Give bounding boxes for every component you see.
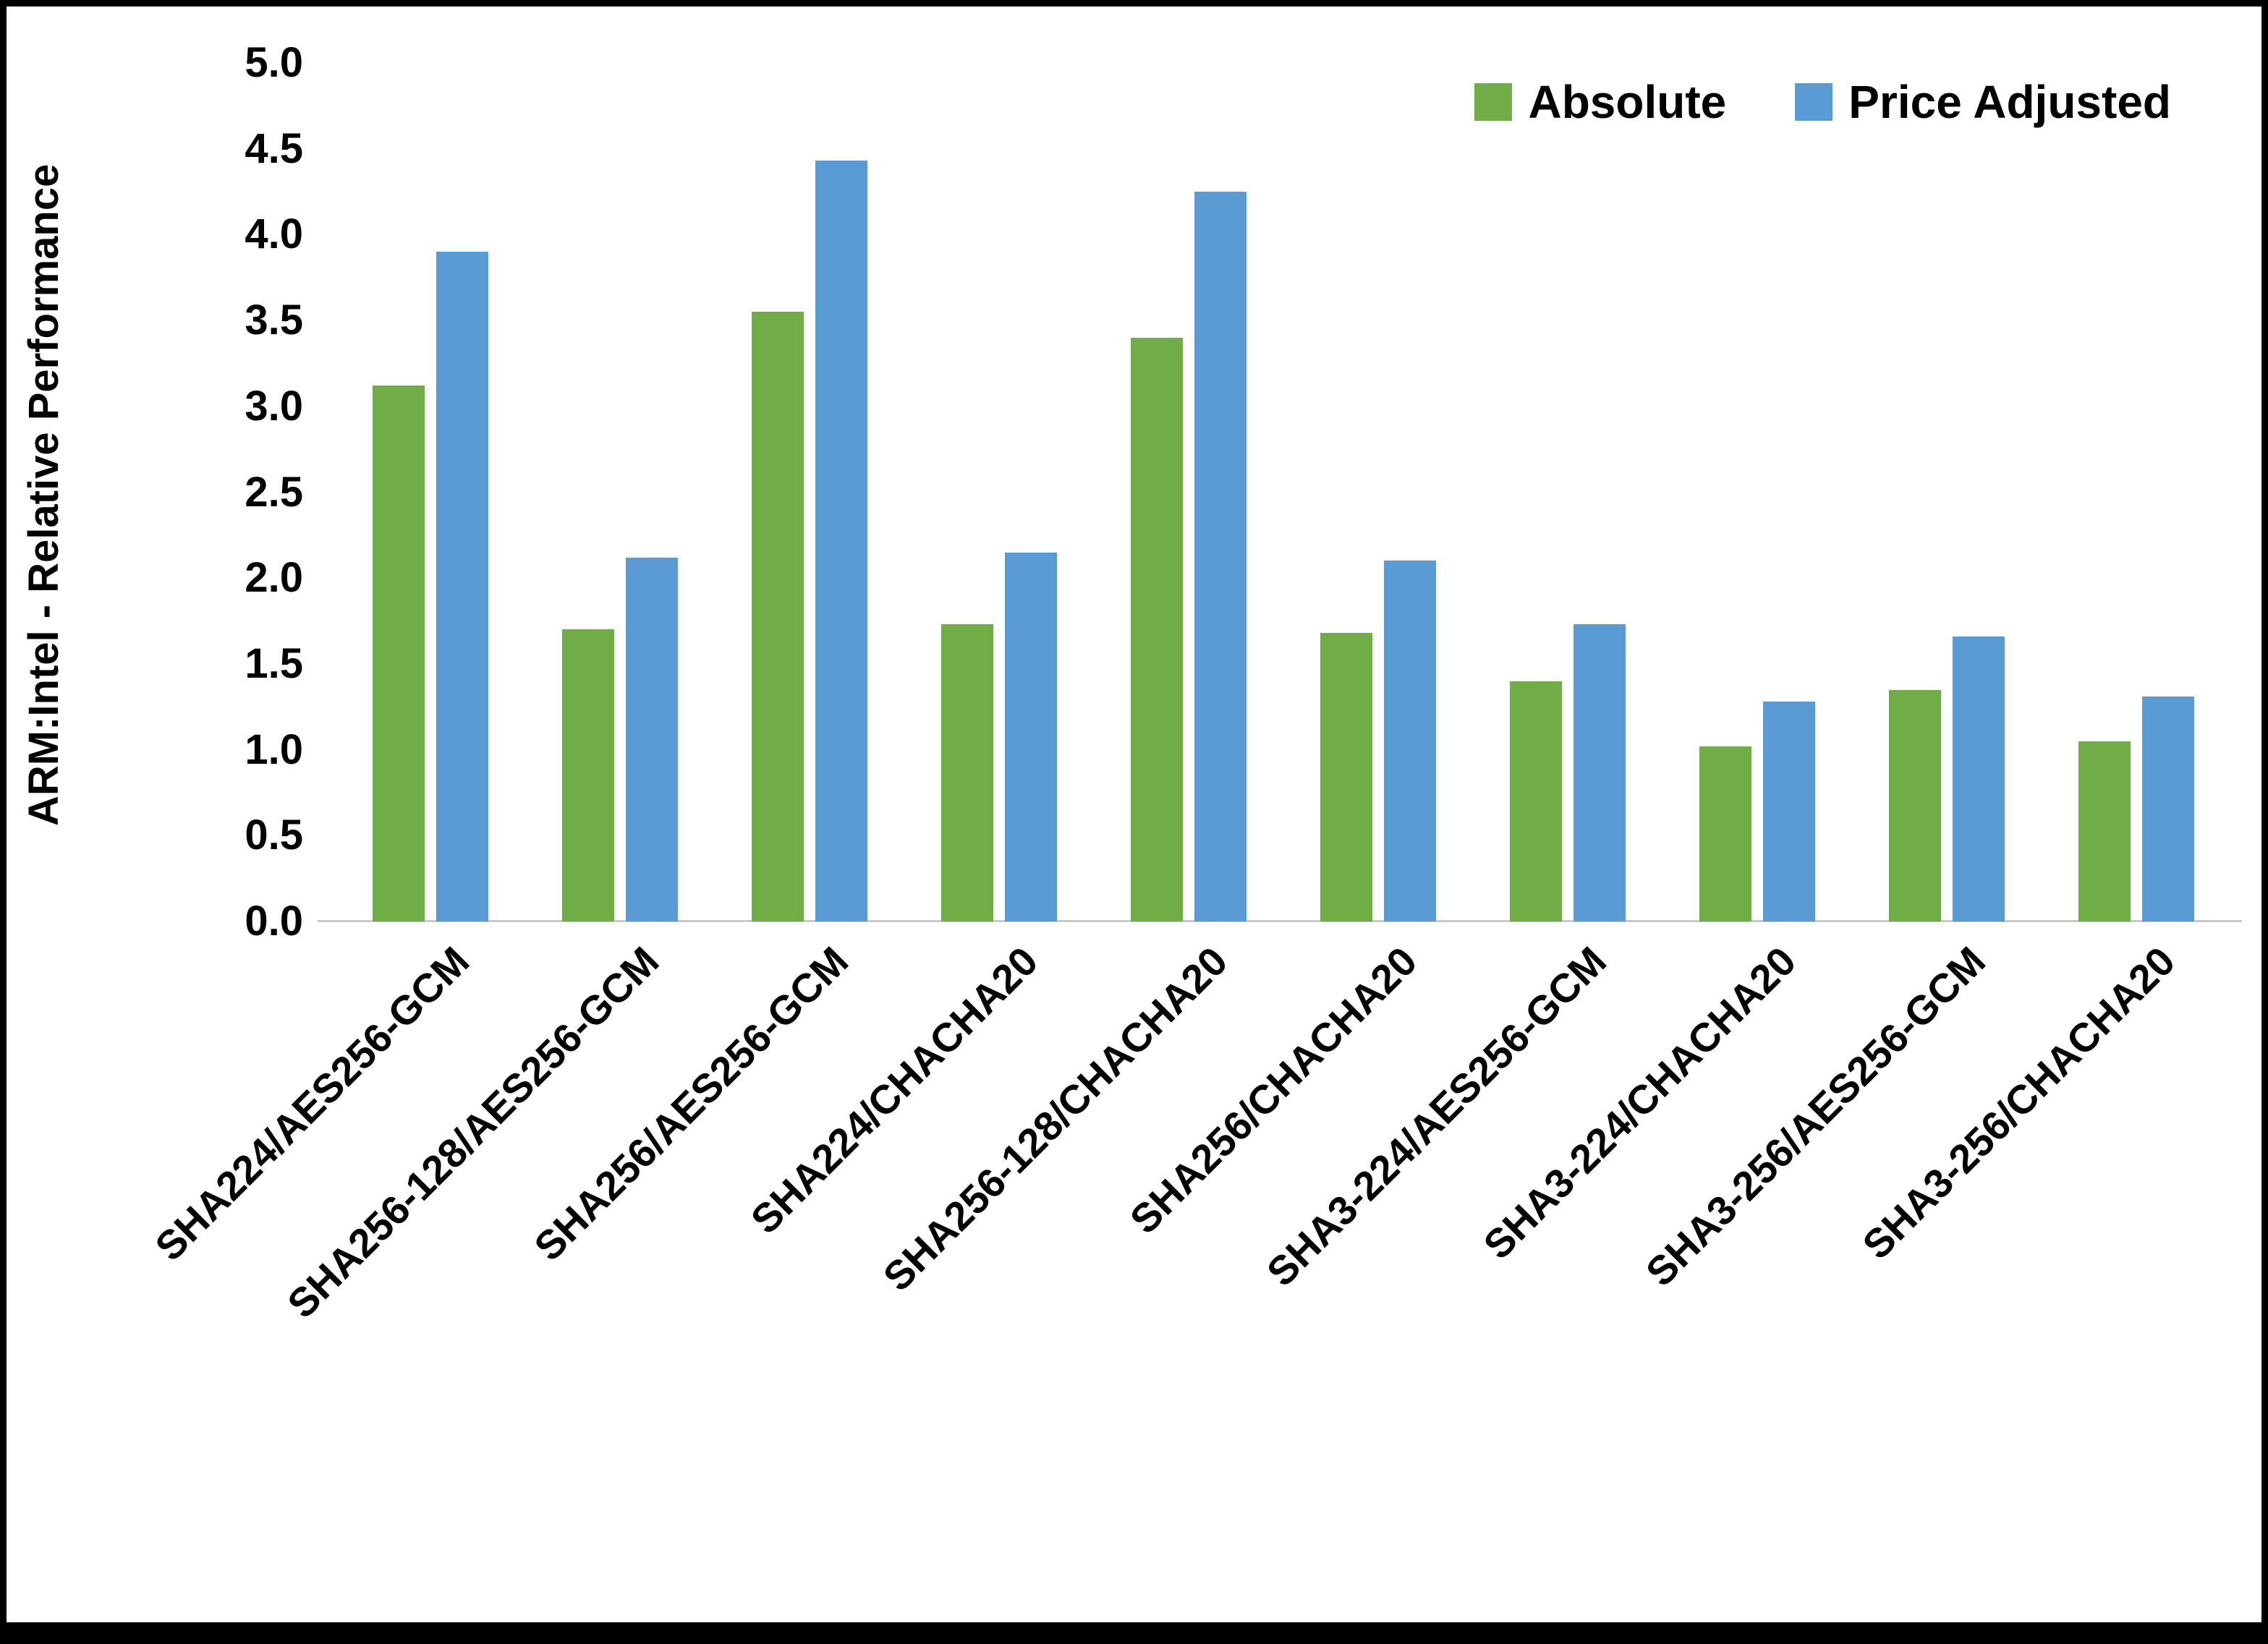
x-axis-label: SHA256/AES256-GCM [524, 937, 857, 1269]
chart-area: ARM:Intel - Relative Performance 5.0 4.5 4… [7, 7, 2261, 1622]
y-axis-title: ARM:Intel - Relative Performance [20, 163, 67, 826]
bar-price-adjusted [436, 252, 488, 921]
bar-price-adjusted [1194, 192, 1246, 921]
bar-absolute [1131, 337, 1183, 921]
bar-absolute [562, 629, 614, 921]
y-axis-tick-label: 5.0 [245, 39, 303, 86]
bar-absolute [1510, 681, 1562, 921]
bar-group [2042, 63, 2231, 921]
bar-price-adjusted [1573, 624, 1626, 921]
legend-item-price-adjusted: Price Adjusted [1795, 75, 2171, 129]
x-axis-line [318, 920, 2242, 922]
bar-absolute [1889, 689, 1941, 921]
bar-absolute [373, 386, 425, 921]
legend-label-price-adjusted: Price Adjusted [1848, 76, 2171, 128]
bar-absolute [752, 312, 804, 921]
bar-group [1662, 63, 1852, 921]
x-axis-label: SHA256-128/CHACHA20 [874, 937, 1236, 1300]
bar-group [904, 63, 1094, 921]
bar-price-adjusted [1763, 702, 1815, 921]
x-axis-label: SHA3-256/CHACHA20 [1853, 937, 2184, 1268]
legend-swatch-price-adjusted-icon [1795, 83, 1833, 121]
bar-price-adjusted [1005, 552, 1057, 921]
x-axis-label: SHA3-224/CHACHA20 [1474, 937, 1805, 1268]
bar-group [1283, 63, 1473, 921]
legend-swatch-absolute-icon [1474, 83, 1513, 121]
bar-absolute [1320, 633, 1372, 921]
bar-price-adjusted [626, 557, 678, 921]
bar-price-adjusted [1384, 561, 1436, 921]
x-axis-label: SHA3-224/AES256-GCM [1257, 937, 1615, 1295]
bar-group [1852, 63, 2042, 921]
y-axis-tick-label: 3.0 [245, 382, 303, 430]
bar-price-adjusted [1953, 636, 2005, 921]
plot-area [336, 63, 2231, 921]
y-axis-tick-label: 2.5 [245, 468, 303, 516]
y-axis-tick-label: 1.0 [245, 725, 303, 773]
y-axis-tick-label: 2.0 [245, 554, 303, 602]
legend: Absolute Price Adjusted [1474, 75, 2171, 129]
bar-group [1094, 63, 1283, 921]
legend-label-absolute: Absolute [1528, 76, 1727, 128]
y-axis-tick-label: 4.5 [245, 124, 303, 172]
bar-price-adjusted [2142, 697, 2194, 921]
bar-absolute [1699, 746, 1751, 921]
x-axis-label: SHA224/AES256-GCM [145, 937, 478, 1269]
y-axis-tick-label: 3.5 [245, 297, 303, 344]
y-axis-tick-label: 0.0 [245, 898, 303, 945]
x-axis-label: SHA256-128/AES256-GCM [278, 937, 668, 1327]
x-axis-label: SHA3-256/AES256-GCM [1636, 937, 1995, 1295]
legend-item-absolute: Absolute [1474, 75, 1726, 129]
y-axis-tick-label: 0.5 [245, 812, 303, 859]
bar-absolute [941, 624, 993, 921]
y-axis-tick-label: 4.0 [245, 210, 303, 258]
bar-group [1473, 63, 1662, 921]
bar-group [525, 63, 715, 921]
y-axis-tick-label: 1.5 [245, 639, 303, 687]
bar-group [715, 63, 904, 921]
bar-absolute [2078, 741, 2131, 921]
bar-group [336, 63, 525, 921]
bar-price-adjusted [815, 161, 867, 921]
